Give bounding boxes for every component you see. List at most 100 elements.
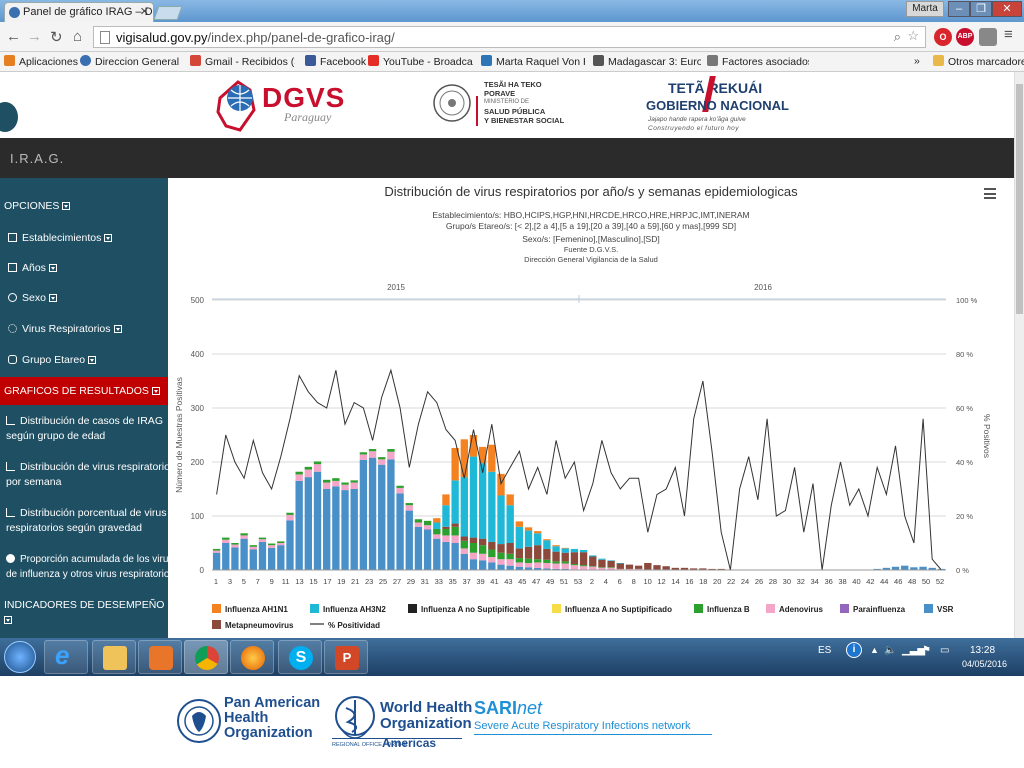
adblock-icon[interactable]: ABP (956, 28, 974, 46)
taskbar-firefox[interactable] (230, 640, 274, 674)
info-icon[interactable]: i (846, 642, 862, 658)
bar-segment (267, 543, 276, 546)
bar-segment (359, 459, 368, 570)
bar-segment (478, 463, 487, 539)
bookmark-item[interactable]: Facebook (305, 55, 366, 68)
bar-segment (607, 560, 615, 561)
sidebar-item-sexo[interactable]: Sexo (0, 292, 168, 304)
bar-segment (396, 493, 404, 570)
sidebar-item-grupo-etareo[interactable]: Grupo Etareo (0, 354, 168, 366)
tray-up-icon[interactable]: ▲ (870, 645, 879, 655)
menu-icon[interactable]: ≡ (1004, 26, 1013, 43)
bookmark-item[interactable]: Direccion General de (80, 55, 180, 68)
x-tick-label: 32 (797, 577, 805, 586)
bar-segment (625, 564, 634, 569)
sarinet-description: Severe Acute Respiratory Infections netw… (474, 720, 691, 732)
bar-segment (286, 520, 294, 570)
browser-tab[interactable]: Panel de gráfico IRAG – D ✕ (4, 2, 154, 22)
x-tick-label: 34 (811, 577, 819, 586)
bookmark-star-icon[interactable]: ☆ (907, 28, 919, 43)
bar-segment (653, 565, 661, 570)
bar-segment (451, 447, 459, 481)
side-toggle-icon[interactable] (0, 102, 18, 132)
bookmark-item[interactable]: YouTube - Broadcast (368, 55, 473, 68)
bookmark-item[interactable]: Factores asociados a l (707, 55, 809, 68)
bar-segment (451, 543, 459, 570)
x-tick-label: 6 (618, 577, 622, 586)
display-icon[interactable]: ▭ (940, 645, 950, 656)
y2-tick-label: 40 % (956, 458, 973, 467)
clock-date[interactable]: 04/05/2016 (962, 659, 1008, 669)
address-bar[interactable]: vigisalud.gov.py/index.php/panel-de-graf… (93, 26, 926, 48)
x-tick-label: 23 (365, 577, 373, 586)
more-bookmarks-button[interactable]: » (914, 55, 920, 67)
chart-menu-icon[interactable] (984, 188, 996, 199)
chart-subtitle: Grupo/s Etareo/s: [< 2],[2 a 4],[5 a 19]… (445, 221, 737, 231)
bar-segment (543, 540, 551, 549)
bar-segment (524, 558, 533, 563)
taskbar-explorer[interactable] (92, 640, 136, 674)
taskbar-powerpoint[interactable]: P (324, 640, 368, 674)
dgvs-logo[interactable] (214, 76, 344, 136)
bar-segment (534, 531, 542, 534)
sidebar-graph-3[interactable]: Distribución porcentual de virus respirat… (6, 507, 167, 534)
maximize-icon[interactable]: ❐ (970, 1, 992, 17)
extension-icon[interactable] (979, 28, 997, 46)
minimize-icon[interactable]: ‒ (948, 1, 970, 17)
window-close-icon[interactable]: ✕ (992, 1, 1022, 17)
home-icon[interactable]: ⌂ (73, 28, 83, 45)
bar-segment (231, 547, 239, 570)
bar-segment (442, 526, 450, 529)
legend-label: Influenza AH3N2 (323, 605, 386, 614)
favicon-icon (9, 7, 20, 18)
user-profile-button[interactable]: Marta (906, 1, 944, 17)
bar-segment (488, 444, 496, 472)
sidebar-indicadores[interactable]: INDICADORES DE DESEMPEÑO (0, 598, 168, 628)
volume-icon[interactable]: 🔈 (884, 645, 897, 656)
bar-segment (378, 457, 386, 460)
start-button[interactable] (4, 641, 36, 673)
sidebar-graph-2[interactable]: Distribución de virus respiratorios por s… (6, 461, 176, 488)
sidebar-item-virus[interactable]: Virus Respiratorios (0, 323, 168, 335)
sidebar-opciones[interactable]: OPCIONES (0, 200, 168, 212)
sidebar-item-establecimientos[interactable]: Establecimientos (0, 232, 168, 244)
chart-svg[interactable]: 0 100 200 300 400 500 0 % 20 % 40 % 60 % 80 % 100 %… (168, 178, 1014, 638)
bar-segment (295, 474, 303, 481)
language-indicator[interactable]: ES (818, 645, 832, 656)
scrollbar-thumb[interactable] (1016, 84, 1023, 314)
legend-swatch (310, 604, 319, 613)
bar-segment (451, 535, 459, 543)
tab-close-icon[interactable]: ✕ (139, 6, 149, 18)
bar-segment (405, 505, 413, 511)
bar-segment (524, 530, 533, 547)
taskbar-chrome[interactable] (184, 640, 228, 674)
signal-icon[interactable]: ▁▃▅ (902, 645, 926, 656)
bookmark-item[interactable]: Marta Raquel Von Ho (481, 55, 585, 68)
bookmark-folder[interactable]: Otros marcadores (933, 55, 1024, 68)
sidebar-graficos[interactable]: GRAFICOS DE RESULTADOS (0, 377, 168, 405)
bar-segment (690, 568, 698, 570)
zoom-icon[interactable]: ⌕ (893, 29, 901, 44)
forward-icon[interactable]: → (27, 28, 42, 45)
taskbar-ie[interactable]: e (44, 640, 88, 674)
bookmark-item[interactable]: Madagascar 3: Europ (593, 55, 701, 68)
taskbar-skype[interactable]: S (278, 640, 322, 674)
section-title: I.R.A.G. (10, 151, 65, 166)
sidebar-graph-1[interactable]: Distribución de casos de IRAG según grupo… (6, 415, 163, 442)
bar-segment (506, 565, 514, 570)
clock-time[interactable]: 13:28 (970, 645, 996, 656)
page-scrollbar[interactable] (1014, 72, 1024, 638)
reload-icon[interactable]: ↻ (50, 29, 63, 46)
bookmark-item[interactable]: Gmail - Recibidos (3.2 (190, 55, 295, 68)
new-tab-button[interactable] (153, 6, 183, 20)
back-icon[interactable]: ← (6, 28, 21, 45)
bar-segment (433, 528, 441, 535)
sidebar-graph-4[interactable]: Proporción acumulada de los virus de infl… (6, 554, 175, 580)
sidebar-item-anos[interactable]: Años (0, 262, 168, 274)
taskbar-media[interactable] (138, 640, 182, 674)
opera-icon[interactable]: O (934, 28, 952, 46)
x-tick-label: 41 (490, 577, 498, 586)
x-tick-label: 36 (824, 577, 832, 586)
bookmark-item[interactable]: Aplicaciones (4, 55, 78, 68)
flag-icon[interactable]: ⚑ (922, 645, 931, 656)
